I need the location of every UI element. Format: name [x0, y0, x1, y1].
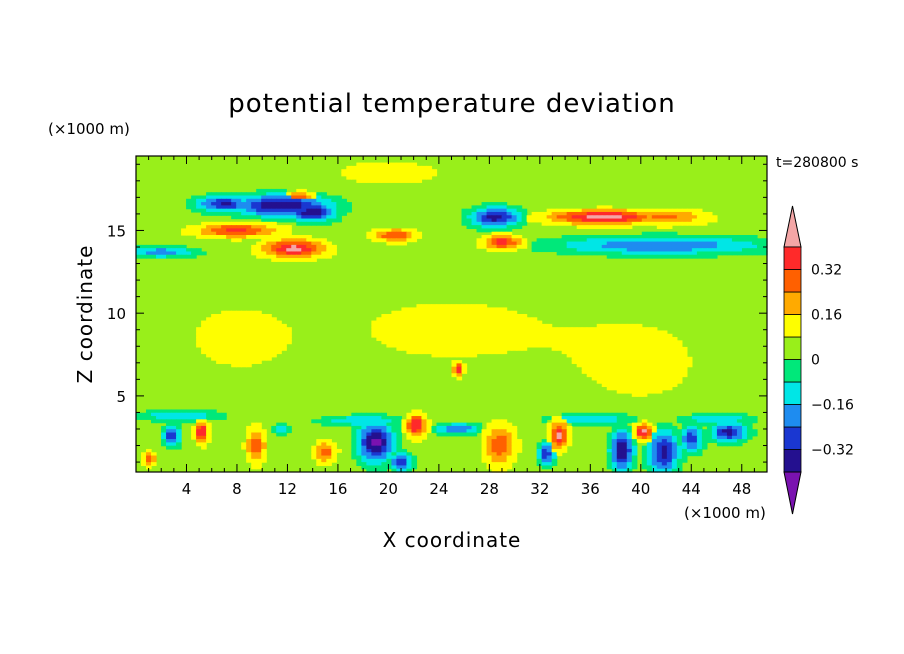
colorbar-segment	[783, 426, 802, 450]
colorbar-segment	[783, 381, 802, 405]
x-tick-label: 40	[631, 480, 650, 498]
x-tick-label: 12	[278, 480, 297, 498]
x-axis: 4 8 12 16 20 24 28 32 36 40 44 48	[148, 156, 755, 498]
x-tick-label: 8	[232, 480, 242, 498]
y-tick-label: 5	[116, 388, 126, 406]
y-axis-label: Z coordinate	[73, 245, 97, 384]
x-tick-label: 36	[581, 480, 600, 498]
x-tick-label: 32	[530, 480, 549, 498]
colorbar-segment	[783, 336, 802, 360]
y-axis: 5 10 15	[107, 163, 767, 463]
colorbar-segment	[783, 291, 802, 315]
colorbar-segment	[783, 246, 802, 270]
y-tick-label: 15	[107, 222, 126, 240]
colorbar-segment	[783, 314, 802, 338]
x-tick-label: 28	[480, 480, 499, 498]
colorbar-tick-label: −0.32	[811, 443, 854, 459]
x-unit-label: (×1000 m)	[684, 504, 766, 522]
colorbar-segment	[783, 404, 802, 428]
x-tick-label: 16	[328, 480, 347, 498]
colorbar-bottom-arrow	[783, 471, 802, 515]
colorbar-segment	[783, 359, 802, 383]
colorbar-segment	[783, 449, 802, 473]
x-tick-label: 20	[379, 480, 398, 498]
x-tick-label: 24	[429, 480, 448, 498]
colorbar-tick-label: 0.16	[811, 308, 842, 324]
plot-area	[136, 156, 768, 473]
x-axis-label: X coordinate	[383, 528, 522, 552]
colorbar-tick-label: −0.16	[811, 398, 854, 414]
y-tick-label: 10	[107, 305, 126, 323]
colorbar-tick-label: 0.32	[811, 263, 842, 279]
time-label: t=280800 s	[776, 155, 858, 171]
x-tick-label: 4	[182, 480, 192, 498]
chart-title: potential temperature deviation	[228, 89, 675, 119]
y-unit-label: (×1000 m)	[48, 120, 130, 138]
colorbar-segment	[783, 269, 802, 293]
colorbar-tick-label: 0	[811, 353, 820, 369]
x-tick-label: 44	[682, 480, 701, 498]
colorbar-top-arrow	[783, 205, 802, 248]
colorbar: 0.32 0.16 0 −0.16 −0.32	[783, 205, 854, 515]
contour-fill	[136, 162, 768, 473]
x-tick-label: 48	[732, 480, 751, 498]
